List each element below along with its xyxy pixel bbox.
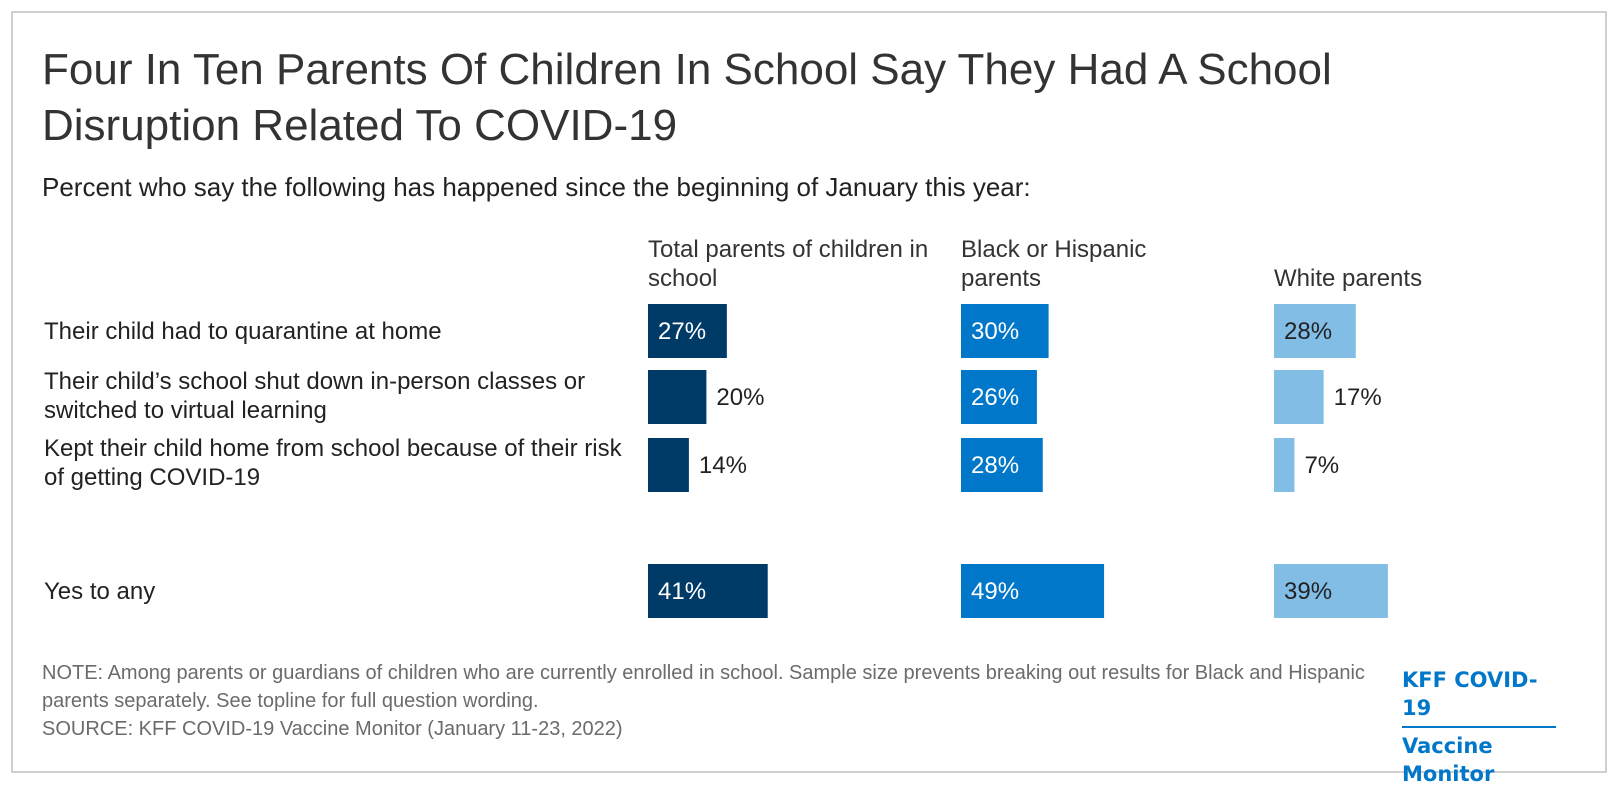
chart-note: NOTE: Among parents or guardians of chil… [42,662,1365,712]
value-label-total-school-shutdown: 20% [716,384,764,411]
bar-total-kept-home [648,438,689,492]
bar-white-kept-home [1274,438,1295,492]
bar-black-hispanic-yes-to-any [961,564,1105,618]
column-header-white: White parents [1274,265,1423,292]
bar-total-school-shutdown [648,370,707,424]
value-label-white-quarantine: 28% [1284,318,1332,345]
chart-title: Four In Ten Parents Of Children In Schoo… [42,45,1332,150]
bar-total-quarantine [648,304,727,358]
value-label-white-kept-home: 7% [1304,452,1339,479]
value-label-black-hispanic-school-shutdown: 26% [971,384,1019,411]
value-label-black-hispanic-kept-home: 28% [971,452,1019,479]
row-label-school-shutdown: Their child’s school shut down in-person… [44,368,586,424]
row-label-quarantine: Their child had to quarantine at home [44,317,442,345]
value-label-total-yes-to-any: 41% [658,578,706,605]
bar-white-yes-to-any [1274,564,1388,618]
value-label-white-yes-to-any: 39% [1284,578,1332,605]
brand-line-2: Vaccine Monitor [1402,734,1495,786]
chart-subtitle: Percent who say the following has happen… [42,172,1031,202]
kff-brand-logo: KFF COVID-19 Vaccine Monitor [1402,666,1577,788]
column-header-total: Total parents of children in school [648,236,929,292]
chart-source: SOURCE: KFF COVID-19 Vaccine Monitor (Ja… [42,718,623,740]
bar-black-hispanic-kept-home [961,438,1043,492]
column-header-black-hispanic: Black or Hispanic parents [961,236,1147,292]
brand-line-1: KFF COVID-19 [1402,666,1556,728]
value-label-white-school-shutdown: 17% [1334,384,1382,411]
value-label-total-quarantine: 27% [658,318,706,345]
row-label-kept-home: Kept their child home from school becaus… [44,435,622,491]
bar-total-yes-to-any [648,564,768,618]
bar-white-school-shutdown [1274,370,1324,424]
row-label-yes-to-any: Yes to any [44,577,156,605]
bar-white-quarantine [1274,304,1356,358]
value-label-black-hispanic-quarantine: 30% [971,318,1019,345]
value-label-black-hispanic-yes-to-any: 49% [971,578,1019,605]
bar-black-hispanic-school-shutdown [961,370,1037,424]
chart-frame [11,11,1607,773]
bar-black-hispanic-quarantine [961,304,1049,358]
value-label-total-kept-home: 14% [699,452,747,479]
